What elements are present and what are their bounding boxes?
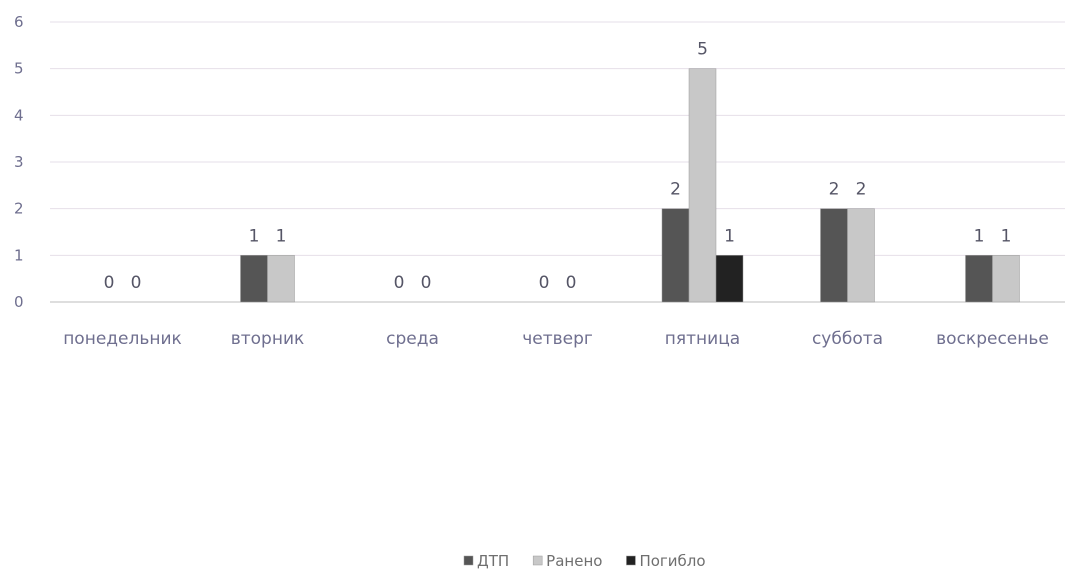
legend-swatch bbox=[626, 555, 636, 566]
data-label: 1 bbox=[276, 226, 287, 246]
y-tick-label: 5 bbox=[14, 60, 24, 78]
bar bbox=[688, 68, 717, 303]
data-label: 0 bbox=[394, 273, 405, 293]
data-label: 1 bbox=[724, 226, 735, 246]
y-tick-label: 2 bbox=[14, 200, 24, 218]
bar bbox=[820, 208, 848, 303]
bar bbox=[240, 255, 268, 303]
legend-swatch bbox=[532, 555, 543, 566]
data-label: 0 bbox=[421, 273, 432, 293]
category-label: пятница bbox=[665, 329, 740, 349]
legend-label: ДТП bbox=[477, 552, 509, 570]
category-label: воскресенье bbox=[936, 329, 1049, 349]
bars bbox=[240, 68, 1020, 303]
data-label: 1 bbox=[974, 226, 985, 246]
data-label: 2 bbox=[670, 180, 681, 200]
bar bbox=[965, 255, 993, 303]
data-label: 1 bbox=[249, 226, 260, 246]
bar bbox=[715, 255, 744, 303]
data-label: 5 bbox=[697, 40, 708, 60]
data-label: 2 bbox=[856, 180, 867, 200]
category-label: среда bbox=[386, 329, 439, 349]
category-label: четверг bbox=[522, 329, 593, 349]
category-label: понедельник bbox=[63, 329, 182, 349]
legend-label: Погибло bbox=[639, 552, 705, 570]
category-label: вторник bbox=[231, 329, 305, 349]
bar bbox=[992, 255, 1020, 303]
y-tick-label: 3 bbox=[14, 153, 24, 171]
x-axis-categories: понедельник вторник среда четверг пятница суб… bbox=[63, 329, 1049, 349]
category-label: суббота bbox=[812, 329, 883, 349]
y-tick-label: 0 bbox=[14, 293, 24, 311]
data-label: 1 bbox=[1001, 226, 1012, 246]
data-label: 2 bbox=[829, 180, 840, 200]
legend-label: Ранено bbox=[546, 552, 602, 570]
legend-swatch bbox=[463, 555, 474, 566]
data-label: 0 bbox=[566, 273, 577, 293]
y-axis-ticks: 0 1 2 3 4 5 6 bbox=[14, 13, 24, 311]
bar bbox=[847, 208, 875, 303]
data-label: 0 bbox=[104, 273, 115, 293]
bar bbox=[661, 208, 690, 303]
legend: ДТП Ранено Погибло bbox=[463, 552, 706, 570]
data-label: 0 bbox=[131, 273, 142, 293]
y-tick-label: 1 bbox=[14, 246, 24, 264]
bar bbox=[267, 255, 295, 303]
data-label: 0 bbox=[539, 273, 550, 293]
y-tick-label: 6 bbox=[14, 13, 24, 31]
gridlines bbox=[50, 21, 1065, 303]
y-tick-label: 4 bbox=[14, 106, 24, 124]
